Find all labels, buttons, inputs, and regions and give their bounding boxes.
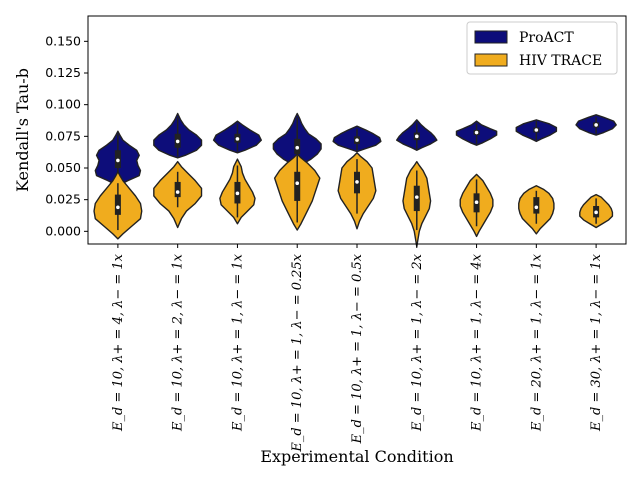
x-axis-label: Experimental Condition <box>260 447 453 466</box>
x-tick-label: E_d = 10, λ+ = 1, λ− = 1x <box>230 253 245 432</box>
legend: ProACT HIV TRACE <box>466 21 618 75</box>
violin-median-dot <box>295 145 300 150</box>
violin-median-dot <box>594 210 598 215</box>
violin-median-dot <box>414 134 419 139</box>
x-tick-label: E_d = 10, λ+ = 4, λ− = 1x <box>111 253 126 432</box>
violin-median-dot <box>414 195 419 199</box>
y-tick-label: 0.100 <box>45 97 81 112</box>
y-axis-label: Kendall's Tau-b <box>13 68 32 192</box>
violin-median-dot <box>355 138 359 142</box>
violin-median-dot <box>235 137 240 141</box>
x-tick-label: E_d = 10, λ+ = 1, λ− = 2x <box>410 253 425 432</box>
violin-iqr-box <box>294 171 301 201</box>
y-tick-label: 0.150 <box>45 33 81 48</box>
violin-median-dot <box>534 205 539 210</box>
legend-swatch <box>474 30 508 44</box>
x-tick-label: E_d = 10, λ+ = 1, λ− = 4x <box>470 253 485 432</box>
violin-iqr-box <box>174 181 181 198</box>
violin-median-dot <box>175 139 180 144</box>
violin-median-dot <box>474 130 479 135</box>
violin-median-dot <box>355 180 359 184</box>
y-tick-label: 0.125 <box>45 65 81 80</box>
violin-median-dot <box>295 181 300 185</box>
x-tick-label: E_d = 10, λ+ = 1, λ− = 0.25x <box>290 253 305 452</box>
violin-median-dot <box>235 191 240 196</box>
violin-median-dot <box>116 205 120 210</box>
y-tick-label: 0.000 <box>45 223 81 238</box>
violin-median-dot <box>534 128 539 132</box>
x-tick-label: E_d = 10, λ+ = 2, λ− = 1x <box>171 253 186 432</box>
violin-median-dot <box>175 190 180 194</box>
y-tick-label: 0.025 <box>45 192 81 207</box>
legend-label: ProACT <box>519 30 574 46</box>
legend-label: HIV TRACE <box>519 53 602 69</box>
y-tick-label: 0.075 <box>45 128 81 143</box>
legend-swatch <box>474 53 508 67</box>
violins-layer <box>93 112 617 248</box>
violin-median-dot <box>474 200 479 204</box>
violin-median-dot <box>594 123 598 127</box>
x-tick-label: E_d = 20, λ+ = 1, λ− = 1x <box>529 253 544 432</box>
y-tick-label: 0.050 <box>45 160 81 175</box>
x-tick-label: E_d = 10, λ+ = 1, λ− = 0.5x <box>350 253 365 444</box>
violin-median-dot <box>116 158 120 163</box>
x-tick-label: E_d = 30, λ+ = 1, λ− = 1x <box>589 253 604 432</box>
x-axis: E_d = 10, λ+ = 4, λ− = 1x E_d = 10, λ+ = … <box>111 244 604 453</box>
y-axis: 0.000 0.025 0.050 0.075 0.100 0.125 0.150 <box>45 33 88 238</box>
violin-iqr-box <box>114 194 121 215</box>
violin-iqr-box <box>533 197 540 214</box>
